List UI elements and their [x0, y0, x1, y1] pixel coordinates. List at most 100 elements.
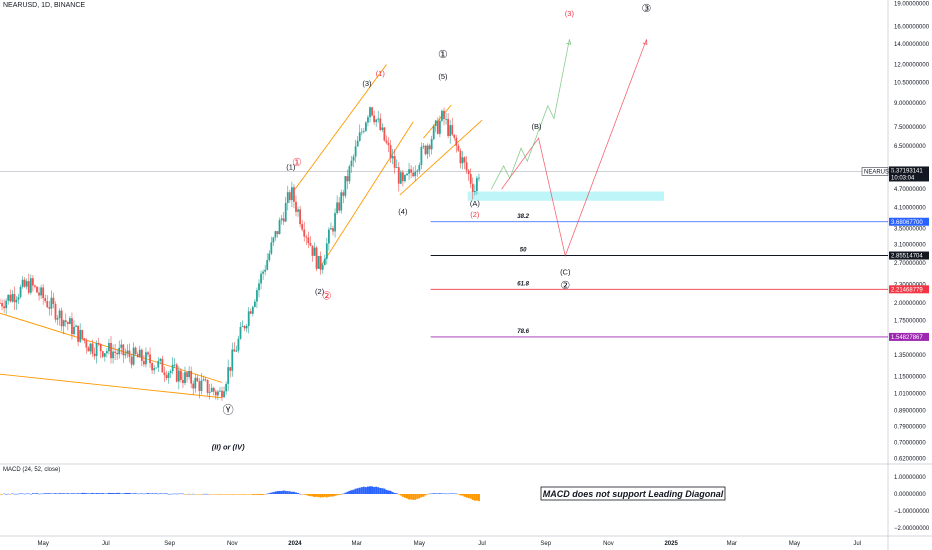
macd-axis-tick: 0.00000000: [894, 492, 926, 498]
wave-label: (II) or (IV): [212, 442, 245, 451]
macd-bar: [247, 494, 250, 495]
fib-label: 50: [520, 248, 527, 254]
candle: [311, 245, 314, 256]
candle: [34, 285, 36, 287]
macd-bar: [397, 494, 400, 495]
macd-bar: [40, 493, 43, 495]
candle: [83, 338, 86, 341]
macd-bar: [284, 490, 287, 494]
candle: [132, 347, 135, 365]
macd-bar: [192, 493, 195, 495]
macd-bar: [179, 493, 182, 495]
macd-bar: [0, 494, 1, 495]
macd-bar: [107, 492, 110, 494]
candle: [44, 298, 47, 302]
macd-bar: [138, 493, 141, 495]
macd-bar: [473, 494, 476, 501]
macd-bar: [124, 492, 127, 494]
macd-bar: [297, 492, 300, 494]
wave-label: (5): [438, 72, 448, 81]
macd-bar: [381, 488, 384, 494]
macd-bar: [383, 488, 386, 494]
macd-bar: [1, 494, 4, 495]
candle: [165, 375, 168, 378]
macd-bar: [418, 494, 421, 499]
symbol-tag-label: NEARUSD: [864, 169, 894, 175]
macd-bar: [64, 493, 67, 494]
macd-bar: [332, 494, 334, 497]
wave-label: ②: [560, 280, 570, 292]
macd-bar: [342, 493, 345, 495]
macd-bar: [116, 492, 119, 494]
macd-bar: [301, 494, 304, 495]
price-axis-tick: 7.50000000: [894, 125, 926, 131]
macd-bar: [373, 486, 376, 494]
macd-bar: [334, 494, 337, 496]
candle: [387, 142, 390, 146]
macd-bar: [130, 493, 133, 495]
candle: [93, 353, 96, 357]
candle: [19, 286, 22, 298]
fib-price-tag-label: 3.68067700: [891, 220, 923, 226]
macd-bar: [11, 493, 14, 495]
macd-bar: [430, 493, 433, 495]
macd-bar: [245, 494, 248, 495]
time-axis-tick: Mar: [727, 541, 737, 547]
candle: [459, 150, 462, 164]
macd-bar: [274, 491, 277, 494]
macd-bar: [336, 494, 339, 496]
macd-bar: [354, 488, 357, 494]
candle: [126, 350, 129, 354]
macd-bar: [177, 493, 180, 495]
macd-bar: [443, 493, 445, 495]
macd-bar: [393, 492, 396, 494]
macd-bar: [19, 493, 22, 494]
last-price-value: 5.37193141: [891, 168, 923, 174]
macd-bar: [161, 493, 164, 495]
macd-bar: [171, 493, 174, 495]
candle: [223, 391, 225, 398]
candle: [327, 229, 330, 244]
macd-bar: [432, 493, 435, 494]
candle: [216, 391, 219, 396]
macd-bar: [477, 494, 480, 502]
macd-bar: [190, 494, 193, 495]
macd-bar: [475, 494, 478, 501]
wave-label: (C): [560, 267, 571, 276]
candle: [475, 178, 478, 192]
candle: [360, 131, 363, 133]
macd-bar: [126, 492, 129, 494]
candle: [182, 379, 184, 384]
candle: [3, 306, 6, 309]
candle: [406, 173, 408, 176]
candle: [54, 304, 57, 320]
macd-bar: [260, 494, 263, 496]
candle: [342, 192, 345, 196]
macd-bar: [445, 493, 448, 495]
candle: [383, 127, 386, 141]
projection-path: [501, 39, 647, 258]
time-axis-tick: Mar: [351, 541, 361, 547]
candle: [64, 320, 67, 323]
candle: [31, 278, 34, 286]
macd-bar: [447, 493, 450, 495]
macd-bar: [237, 494, 240, 495]
macd-bar: [369, 486, 371, 494]
wave-label: Ⓨ: [223, 404, 234, 417]
candle: [348, 166, 351, 182]
macd-bar: [231, 494, 234, 495]
candle: [27, 281, 30, 293]
macd-bar: [5, 493, 8, 495]
macd-bar: [48, 493, 51, 494]
candle: [73, 326, 75, 335]
macd-bar: [120, 493, 123, 494]
candle: [62, 320, 65, 327]
candle: [25, 281, 28, 287]
wave-label: (3): [565, 9, 575, 18]
macd-bar: [136, 493, 139, 495]
macd-bar: [420, 494, 423, 498]
macd-bar: [36, 493, 38, 494]
macd-bar: [99, 493, 102, 494]
macd-bar: [202, 493, 205, 495]
